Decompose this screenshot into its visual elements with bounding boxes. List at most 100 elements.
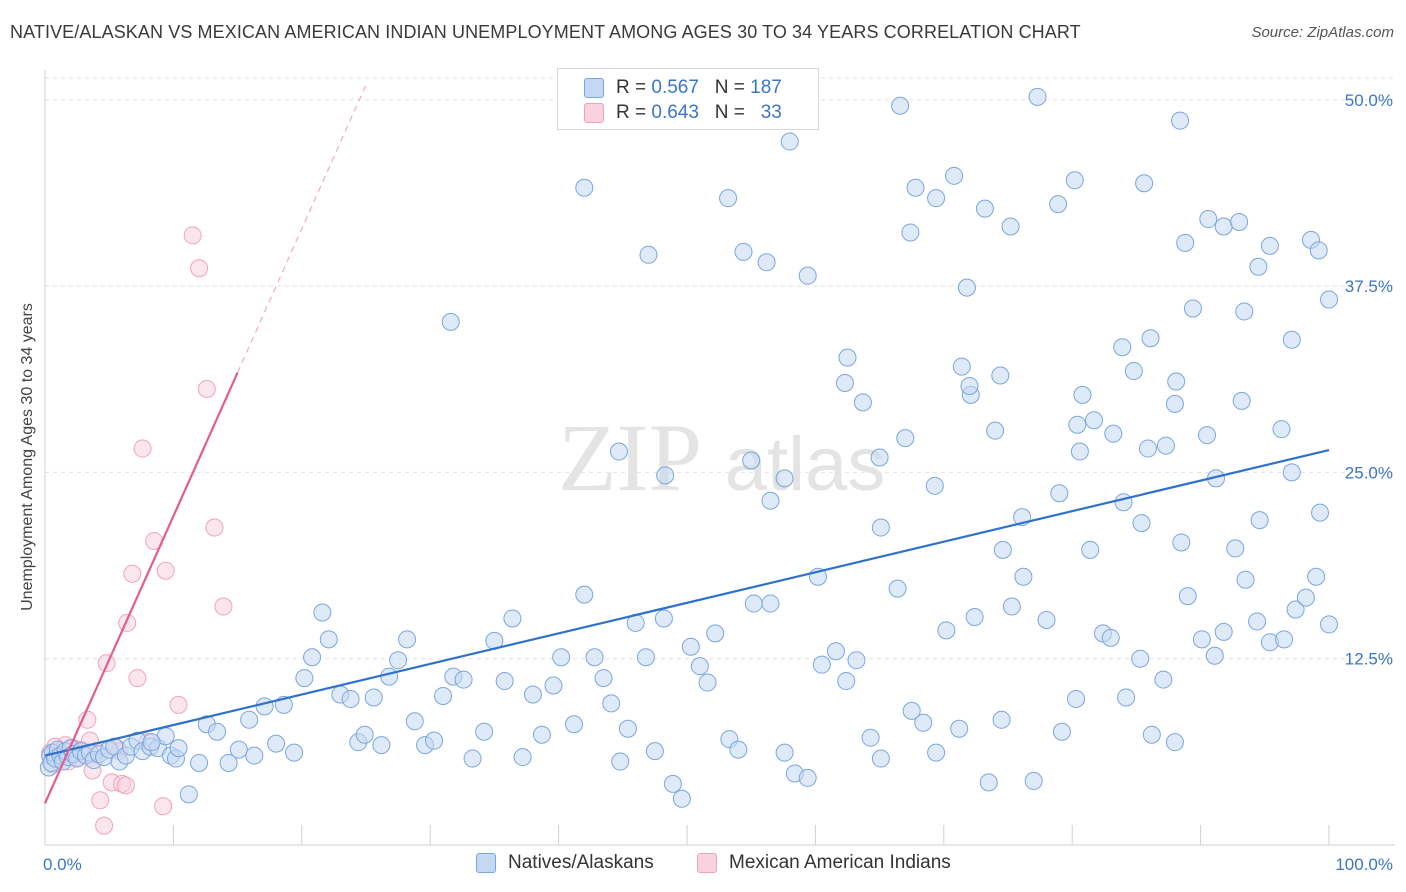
point-native — [425, 731, 444, 750]
point-native — [654, 609, 673, 628]
point-native — [871, 749, 890, 768]
point-native — [672, 789, 691, 808]
series-legend: Natives/Alaskans Mexican American Indian… — [0, 852, 1406, 876]
point-native — [594, 669, 613, 688]
point-native — [663, 774, 682, 793]
point-native — [914, 713, 933, 732]
trend-lines — [43, 84, 1330, 804]
point-native — [636, 648, 655, 667]
point-native — [585, 648, 604, 667]
point-native — [979, 773, 998, 792]
trend-line-natives — [44, 448, 1330, 757]
point-native — [1073, 385, 1092, 404]
point-native — [303, 648, 322, 667]
point-native — [991, 366, 1010, 385]
point-native — [319, 630, 338, 649]
point-native — [1101, 628, 1120, 647]
gridlines — [45, 77, 1395, 660]
point-native — [380, 667, 399, 686]
point-native — [937, 621, 956, 640]
point-native — [169, 739, 188, 758]
point-native — [1052, 722, 1071, 741]
point-native — [1183, 299, 1202, 318]
point-native — [1311, 503, 1330, 522]
point-native — [1085, 411, 1104, 430]
point-native — [463, 749, 482, 768]
point-native — [1171, 111, 1190, 130]
point-native — [1235, 302, 1254, 321]
point-native — [1050, 484, 1069, 503]
n-value: 33 — [760, 102, 782, 123]
point-native — [1320, 615, 1338, 634]
point-native — [255, 697, 274, 716]
point-native — [1114, 493, 1133, 512]
point-native — [925, 476, 944, 495]
point-native — [780, 132, 799, 151]
point-native — [295, 669, 314, 688]
point-native — [503, 609, 522, 628]
point-native — [1165, 733, 1184, 752]
point-native — [1124, 362, 1143, 381]
point-native — [229, 740, 248, 759]
r-label: R = — [616, 102, 647, 123]
point-native — [681, 637, 700, 656]
point-native — [219, 754, 238, 773]
axes — [44, 70, 1395, 846]
point-mexican — [183, 226, 202, 245]
point-native — [775, 743, 794, 762]
point-native — [891, 96, 910, 115]
point-mexican — [95, 816, 114, 835]
point-native — [1236, 570, 1255, 589]
point-native — [1014, 567, 1033, 586]
point-native — [495, 672, 514, 691]
point-native — [1117, 688, 1136, 707]
point-native — [927, 189, 946, 208]
point-native — [798, 768, 817, 787]
point-native — [1167, 372, 1186, 391]
point-native — [475, 722, 494, 741]
point-native — [1296, 588, 1315, 607]
point-native — [1275, 630, 1294, 649]
point-native — [1049, 195, 1068, 214]
point-native — [434, 686, 453, 705]
point-mexican — [205, 518, 224, 537]
x-tick-labels: 0.0% 100.0% — [43, 855, 1393, 874]
point-native — [734, 242, 753, 261]
point-native — [1172, 533, 1191, 552]
point-native — [1067, 689, 1086, 708]
point-native — [927, 743, 946, 762]
n-label: N = — [714, 77, 745, 98]
trend-line-mexican-extension — [237, 84, 367, 373]
point-native — [761, 594, 780, 613]
point-native — [729, 740, 748, 759]
point-native — [179, 785, 198, 804]
point-native — [757, 253, 776, 272]
point-native — [775, 469, 794, 488]
point-native — [267, 734, 286, 753]
point-native — [1037, 610, 1056, 629]
point-native — [313, 603, 332, 622]
point-mexican — [190, 259, 209, 278]
r-label: R = — [616, 77, 647, 98]
point-native — [1214, 217, 1233, 236]
point-native — [812, 655, 831, 674]
point-native — [1132, 514, 1151, 533]
point-mexican — [154, 797, 173, 816]
point-native — [1142, 725, 1161, 744]
point-native — [398, 630, 417, 649]
y-tick-label: 50.0% — [1345, 91, 1393, 110]
point-native — [1192, 630, 1211, 649]
point-native — [611, 752, 630, 771]
point-native — [706, 624, 725, 643]
legend-swatch-mexican — [697, 853, 717, 873]
legend-label-natives: Natives/Alaskans — [508, 852, 654, 873]
point-native — [906, 178, 925, 197]
r-value: 0.567 — [651, 77, 699, 98]
point-native — [798, 266, 817, 285]
point-native — [1165, 394, 1184, 413]
point-native — [565, 715, 584, 734]
point-native — [1286, 600, 1305, 619]
legend-swatch-natives — [476, 853, 496, 873]
point-native — [870, 448, 889, 467]
